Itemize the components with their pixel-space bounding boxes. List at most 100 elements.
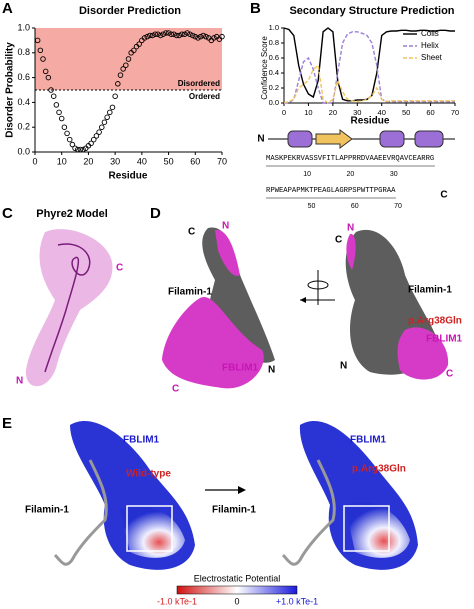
panel-letter: B (250, 0, 261, 17)
series-line (283, 27, 455, 102)
series-line (284, 31, 455, 104)
y-tick-label: 0.0 (269, 98, 279, 107)
electrostatic-model-left (53, 421, 195, 570)
point (115, 81, 121, 87)
point (109, 104, 116, 111)
chart-title: Secondary Structure Prediction (289, 5, 454, 17)
variant-label: Wild-type (126, 469, 171, 480)
point (34, 37, 41, 44)
y-tick-label: 0.6 (17, 72, 30, 82)
filamin-label: Filamin-1 (212, 505, 256, 516)
panel-letter: E (2, 415, 12, 432)
legend-label: Coils (421, 29, 439, 38)
sequence-position: 30 (390, 171, 398, 178)
point (99, 124, 105, 130)
x-tick-label: 40 (378, 108, 386, 117)
point (120, 66, 126, 72)
point (157, 32, 164, 39)
filamin-label: Filamin-1 (408, 285, 452, 296)
point (93, 133, 100, 139)
sequence-position: 50 (308, 203, 316, 210)
legend-label: Sheet (421, 53, 443, 62)
chart-title: Disorder Prediction (79, 5, 181, 17)
point (72, 145, 78, 152)
point (45, 74, 52, 81)
x-tick-label: 30 (353, 108, 361, 117)
point (58, 115, 65, 122)
y-tick-label: 0.0 (17, 146, 30, 156)
x-tick-label: 0 (32, 156, 37, 166)
point (131, 47, 137, 54)
rotation-icon (300, 270, 335, 305)
point (155, 31, 161, 37)
x-tick-label: 60 (190, 156, 200, 166)
point (125, 56, 132, 62)
fblim-label: FBLIM1 (123, 435, 160, 446)
point (107, 109, 113, 116)
point (64, 130, 70, 137)
point (192, 33, 199, 40)
point (48, 87, 54, 93)
x-tick-label: 40 (137, 156, 147, 166)
sequence-text: MASKPEKRVASSVFITLAPPRRDVAAEEVRQAVCEARRG (266, 155, 434, 163)
y-tick-label: 0.2 (269, 83, 279, 92)
y-tick-label: 0.2 (17, 122, 30, 132)
point (197, 33, 204, 40)
point (77, 146, 84, 153)
y-tick-label: 1.0 (269, 23, 279, 32)
y-tick-label: 1.0 (17, 22, 30, 32)
y-tick-label: 0.8 (17, 47, 30, 57)
secondary-structure-cartoon (268, 129, 455, 149)
legend-label: Helix (421, 41, 439, 50)
point (211, 35, 217, 41)
point (173, 32, 180, 39)
y-tick-label: 0.6 (269, 53, 279, 62)
point (187, 31, 193, 37)
point (117, 72, 124, 78)
sequence-position: 10 (303, 171, 311, 178)
point (171, 31, 177, 37)
n-terminus: N (347, 223, 354, 234)
point (53, 102, 60, 108)
y-tick-label: 0.4 (269, 68, 279, 77)
x-tick-label: 10 (304, 108, 312, 117)
point (165, 30, 172, 36)
point (176, 32, 183, 39)
x-tick-label: 10 (57, 156, 67, 166)
n-terminus: N (222, 221, 229, 232)
x-tick-label: 70 (217, 156, 227, 166)
point (203, 33, 209, 40)
colorbar (176, 585, 298, 595)
x-tick-label: 20 (83, 156, 93, 166)
y-axis-label: Disorder Probability (5, 42, 16, 138)
filamin-label: Filamin-1 (25, 505, 69, 516)
point (104, 114, 110, 121)
sequence-text: RPWEAPAPMKTPEAGLAGRPSPWTTPGRAA (266, 187, 396, 195)
x-axis-label: Residue (351, 116, 390, 127)
arrow (205, 486, 246, 494)
point (42, 68, 49, 75)
series-line (283, 64, 455, 104)
point (168, 31, 174, 37)
colorbar-mid: 0 (234, 596, 239, 606)
y-tick-label: 0.8 (269, 38, 279, 47)
point (91, 136, 97, 143)
fblim-label: FBLIM1 (426, 334, 463, 345)
point (149, 32, 156, 39)
point (40, 56, 46, 62)
point (136, 41, 142, 47)
point (61, 124, 68, 130)
point (141, 35, 148, 41)
sequence-position: 70 (394, 203, 402, 210)
point (69, 141, 76, 148)
point (37, 47, 44, 54)
region-label: Ordered (189, 92, 220, 101)
panel-title: Phyre2 Model (36, 208, 108, 220)
point (200, 32, 207, 39)
point (50, 93, 57, 99)
c-terminus: C (188, 227, 195, 238)
point (96, 129, 102, 135)
c-terminus: C (116, 263, 123, 274)
region-label: Disordered (178, 79, 220, 88)
point (56, 109, 62, 116)
